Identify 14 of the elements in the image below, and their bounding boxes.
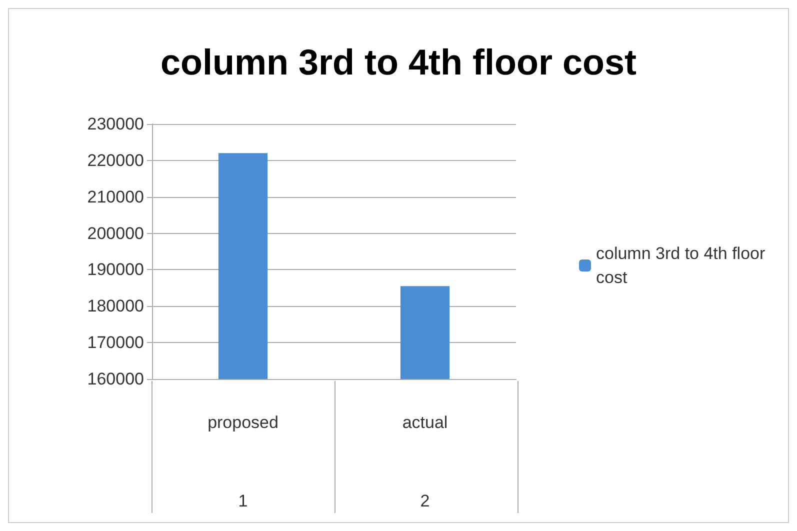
y-tick-label: 210000 [87, 187, 144, 206]
y-tick-label: 180000 [87, 296, 144, 316]
legend-label: column 3rd to 4th floor cost [596, 244, 770, 287]
text: 2 [420, 492, 430, 510]
y-tick-label: 190000 [87, 260, 144, 280]
y-tick-label: 160000 [87, 370, 144, 388]
y-tick-label: 170000 [87, 333, 144, 352]
x-tick-label: proposed [208, 413, 278, 432]
y-tick-label: 230000 [87, 114, 144, 134]
y-tick-label: 220000 [87, 150, 144, 170]
y-tick-label: 200000 [87, 224, 144, 243]
x-tick-label: actual [402, 413, 448, 432]
chart-title: column 3rd to 4th floor cost [160, 42, 637, 82]
text: 1 [238, 492, 248, 510]
